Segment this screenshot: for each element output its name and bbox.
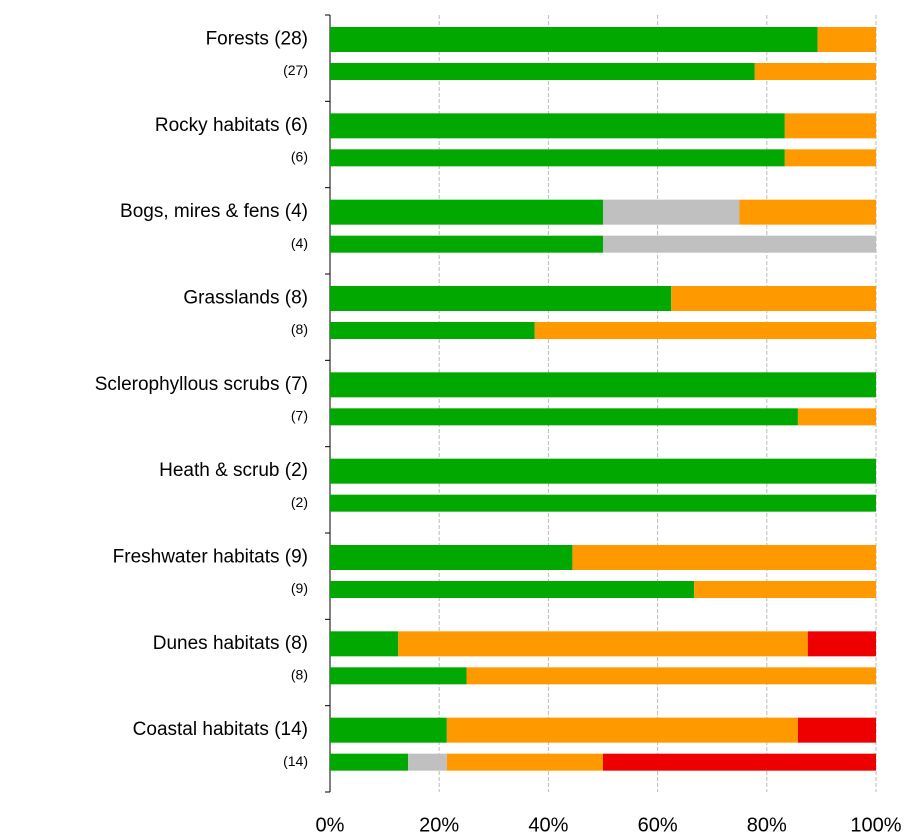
y-tick-label: (14) (283, 753, 308, 769)
y-tick-label: (27) (283, 62, 308, 78)
bar-segment (446, 717, 798, 743)
bar-segment (330, 631, 399, 657)
y-tick-label: (7) (291, 408, 308, 424)
y-tick-label: Coastal habitats (14) (133, 719, 308, 740)
y-tick-label: (9) (291, 580, 308, 596)
bar-segment (330, 199, 603, 225)
y-tick-label: Sclerophyllous scrubs (7) (95, 374, 308, 395)
bar-segment (739, 199, 876, 225)
y-tick-label: Heath & scrub (2) (159, 460, 308, 481)
x-tick-label: 100% (850, 814, 901, 836)
bar-segment (330, 63, 755, 80)
bar-segment (446, 753, 603, 771)
bar-segment (330, 149, 785, 167)
bar-segment (534, 322, 876, 339)
bar-segment (330, 113, 785, 139)
y-tick-label: Rocky habitats (6) (155, 115, 308, 136)
bar-segment (330, 581, 695, 598)
y-tick-label: Forests (28) (206, 29, 308, 50)
x-tick-label: 40% (528, 814, 568, 836)
bar-segment (330, 753, 409, 771)
bar-segment (330, 717, 447, 743)
y-tick-label: (4) (291, 235, 308, 251)
y-tick-label: (6) (291, 149, 308, 165)
bar-segment (330, 322, 535, 339)
bar-segment (330, 408, 798, 426)
y-tick-label: (8) (291, 667, 308, 683)
bar-segment (330, 286, 672, 311)
bar-segment (817, 27, 876, 52)
y-tick-label: Dunes habitats (8) (153, 633, 308, 654)
bar-segment (330, 458, 876, 484)
bar-segment (330, 372, 876, 398)
y-tick-label: Bogs, mires & fens (4) (120, 201, 308, 222)
bar-segment (603, 753, 876, 771)
y-tick-label: (2) (291, 494, 308, 510)
bar-segment (754, 63, 876, 80)
bar-segment (466, 667, 876, 685)
bar-segment (330, 545, 573, 570)
bar-segment (408, 753, 447, 771)
bar-segment (330, 667, 467, 685)
bar-segment (807, 631, 876, 657)
bar-segment (671, 286, 876, 311)
bar-segment (784, 113, 876, 139)
bar-segment (784, 149, 876, 167)
y-tick-label: Freshwater habitats (9) (113, 547, 308, 568)
y-tick-label: (8) (291, 321, 308, 337)
x-tick-label: 0% (316, 814, 345, 836)
x-tick-label: 20% (419, 814, 459, 836)
x-tick-label: 60% (638, 814, 678, 836)
bar-segment (572, 545, 876, 570)
bar-segment (330, 235, 603, 253)
bar-segment (797, 408, 876, 426)
bar-segment (797, 717, 876, 743)
bar-segment (694, 581, 876, 598)
bar-segment (330, 27, 818, 52)
bar-segment (330, 494, 876, 512)
x-tick-label: 80% (747, 814, 787, 836)
bar-segment (603, 199, 740, 225)
bar-segment (398, 631, 808, 657)
y-tick-label: Grasslands (8) (183, 288, 308, 309)
bar-segment (603, 235, 876, 253)
